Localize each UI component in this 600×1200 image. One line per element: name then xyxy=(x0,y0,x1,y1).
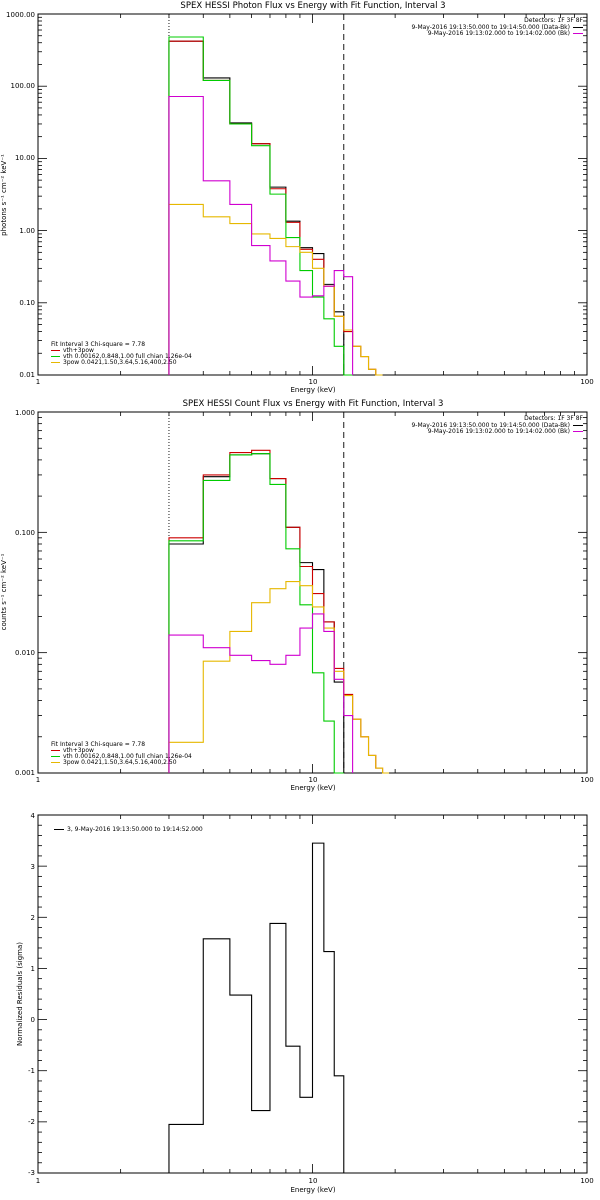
fit-entry-3: 3pow 0.0421,1.50,3.64,5.16,400,2.50 xyxy=(63,759,177,766)
y-tick-label: 10.00 xyxy=(15,154,35,162)
y-tick-label: 4 xyxy=(31,812,36,820)
count-flux-panel: SPEX HESSI Count Flux vs Energy with Fit… xyxy=(0,399,594,792)
x-tick-label-1: 1 xyxy=(36,776,40,784)
y-tick-label: 1.000 xyxy=(15,409,35,417)
y-tick-label: 2 xyxy=(31,914,35,922)
series-layer xyxy=(168,14,383,376)
y-axis-label: photons s⁻¹ cm⁻² keV⁻¹ xyxy=(0,154,8,236)
detectors-label: Detectors: 1F 3F 8F xyxy=(524,415,583,422)
axis-ticks xyxy=(37,814,587,1174)
y-tick-label: -2 xyxy=(28,1118,35,1126)
x-tick-label-1: 1 xyxy=(36,1177,40,1185)
y-tick-label: 0.10 xyxy=(19,299,35,307)
series-thermal xyxy=(168,36,353,376)
series-background xyxy=(168,613,354,773)
x-tick-label-10: 10 xyxy=(309,378,318,386)
x-tick-label-100: 100 xyxy=(580,776,593,784)
detectors-label: Detectors: 1F 3F 8F xyxy=(524,17,583,24)
fit-info-header: Fit Interval 3 Chi-square = 7.78 xyxy=(51,741,145,748)
x-tick-label-100: 100 xyxy=(580,1177,593,1185)
x-tick-label-10: 10 xyxy=(309,776,318,784)
y-tick-label: 0.100 xyxy=(15,529,35,537)
series-data xyxy=(168,40,345,375)
fit-entry-2: vth 0.00162,0.848,1.00 full chian 1.26e-… xyxy=(63,753,192,760)
series-total xyxy=(168,449,390,774)
header-line-1: 9-May-2016 19:13:50.000 to 19:14:50.000 … xyxy=(411,24,570,31)
fit-entry-1: vth+3pow xyxy=(63,347,94,354)
residuals-panel: 1 10 100 -3 -2 -1 0 1 2 3 4 Energy (keV)… xyxy=(16,812,594,1194)
y-tick-label: -1 xyxy=(28,1067,35,1075)
series-residuals xyxy=(168,842,345,1173)
x-tick-label-100: 100 xyxy=(580,378,593,386)
photon-flux-panel: SPEX HESSI Photon Flux vs Energy with Fi… xyxy=(0,1,594,394)
fit-entry-2: vth 0.00162,0.848,1.00 full chian 1.26e-… xyxy=(63,353,192,360)
y-tick-label: 0.01 xyxy=(19,371,35,379)
y-tick-label: 100.00 xyxy=(11,82,36,90)
header-line-1: 9-May-2016 19:13:50.000 to 19:14:50.000 … xyxy=(411,422,570,429)
x-axis-label: Energy (keV) xyxy=(290,1186,335,1194)
series-total xyxy=(168,40,383,376)
x-tick-label-10: 10 xyxy=(309,1177,318,1185)
y-tick-label: 0 xyxy=(31,1016,35,1024)
y-tick-label: 1 xyxy=(31,965,35,973)
header-line-2: 9-May-2016 19:13:02.000 to 19:14:02.000 … xyxy=(428,428,570,435)
panel-title: SPEX HESSI Count Flux vs Energy with Fit… xyxy=(183,399,444,409)
fit-info-header: Fit Interval 3 Chi-square = 7.78 xyxy=(51,341,145,348)
fit-entry-3: 3pow 0.0421,1.50,3.64,5.16,400,2.50 xyxy=(63,359,177,366)
y-tick-label: 3 xyxy=(31,863,35,871)
series-background xyxy=(168,95,354,375)
axis-ticks xyxy=(37,14,587,376)
fit-entry-1: vth+3pow xyxy=(63,747,94,754)
series-power xyxy=(168,580,390,774)
panel-title: SPEX HESSI Photon Flux vs Energy with Fi… xyxy=(180,1,445,11)
legend-entry: 3, 9-May-2016 19:13:50.000 to 19:14:52.0… xyxy=(67,826,203,833)
y-axis-label: Normalized Residuals (sigma) xyxy=(16,942,24,1046)
x-axis-label: Energy (keV) xyxy=(290,784,335,792)
x-tick-label-1: 1 xyxy=(36,378,40,386)
series-layer xyxy=(168,412,390,774)
header-line-2: 9-May-2016 19:13:02.000 to 19:14:02.000 … xyxy=(428,30,570,37)
y-tick-label: 1000.00 xyxy=(6,11,35,19)
series-thermal xyxy=(168,453,344,774)
y-axis-label: counts s⁻¹ cm⁻² keV⁻¹ xyxy=(0,553,8,630)
y-tick-label: 0.010 xyxy=(15,649,35,657)
y-tick-label: 0.001 xyxy=(15,769,35,777)
y-tick-label: -3 xyxy=(28,1169,35,1177)
series-layer xyxy=(168,842,345,1173)
x-axis-label: Energy (keV) xyxy=(290,386,335,394)
plot-frame xyxy=(37,13,588,376)
series-power xyxy=(168,203,383,376)
y-tick-label: 1.00 xyxy=(19,227,35,235)
